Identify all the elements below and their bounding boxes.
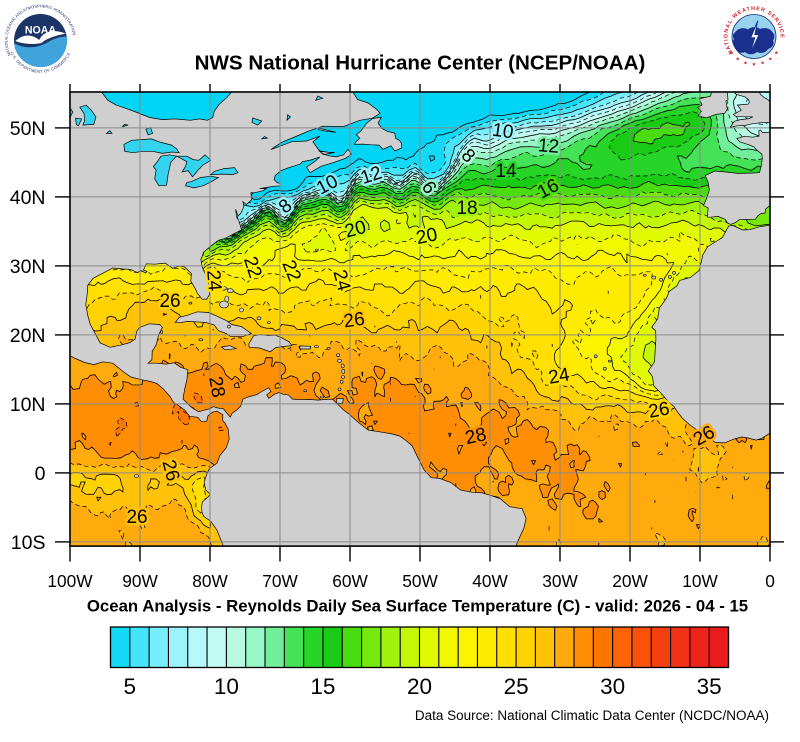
- svg-text:20N: 20N: [10, 325, 46, 347]
- svg-text:10W: 10W: [682, 571, 718, 591]
- svg-text:26: 26: [342, 309, 366, 333]
- svg-text:60W: 60W: [332, 571, 368, 591]
- svg-text:12: 12: [537, 135, 560, 158]
- svg-text:50N: 50N: [10, 118, 46, 140]
- svg-text:80W: 80W: [192, 571, 228, 591]
- svg-text:10: 10: [491, 120, 515, 144]
- svg-text:NOAA: NOAA: [25, 25, 57, 37]
- svg-text:18: 18: [456, 198, 477, 219]
- svg-text:5: 5: [124, 674, 137, 699]
- svg-text:20W: 20W: [612, 571, 648, 591]
- svg-text:26: 26: [126, 507, 147, 528]
- svg-text:50W: 50W: [402, 571, 438, 591]
- svg-text:35: 35: [697, 674, 722, 699]
- svg-text:30N: 30N: [10, 256, 46, 278]
- svg-text:20: 20: [407, 674, 432, 699]
- svg-text:30W: 30W: [542, 571, 578, 591]
- svg-text:10S: 10S: [11, 532, 46, 554]
- svg-text:0: 0: [765, 571, 775, 591]
- svg-text:NWS National Hurricane Center: NWS National Hurricane Center (NCEP/NOAA…: [195, 52, 646, 75]
- svg-text:24: 24: [547, 364, 572, 388]
- svg-text:28: 28: [204, 375, 228, 399]
- svg-text:Ocean Analysis - Reynolds Dail: Ocean Analysis - Reynolds Daily Sea Surf…: [87, 597, 748, 616]
- svg-text:Data Source: National Climatic: Data Source: National Climatic Data Cent…: [415, 708, 769, 723]
- svg-text:0: 0: [35, 463, 46, 485]
- svg-text:10: 10: [214, 674, 239, 699]
- svg-text:24: 24: [202, 269, 225, 292]
- svg-text:20: 20: [414, 224, 439, 249]
- svg-text:70W: 70W: [262, 571, 298, 591]
- svg-text:40N: 40N: [10, 187, 46, 209]
- svg-text:100W: 100W: [47, 571, 93, 591]
- svg-text:15: 15: [310, 674, 335, 699]
- svg-text:40W: 40W: [472, 571, 508, 591]
- svg-text:25: 25: [504, 674, 529, 699]
- svg-text:14: 14: [495, 161, 517, 182]
- svg-text:28: 28: [463, 424, 488, 449]
- svg-text:10N: 10N: [10, 394, 46, 416]
- svg-text:26: 26: [159, 291, 180, 312]
- svg-text:90W: 90W: [122, 571, 158, 591]
- svg-text:30: 30: [600, 674, 625, 699]
- svg-text:26: 26: [647, 398, 671, 422]
